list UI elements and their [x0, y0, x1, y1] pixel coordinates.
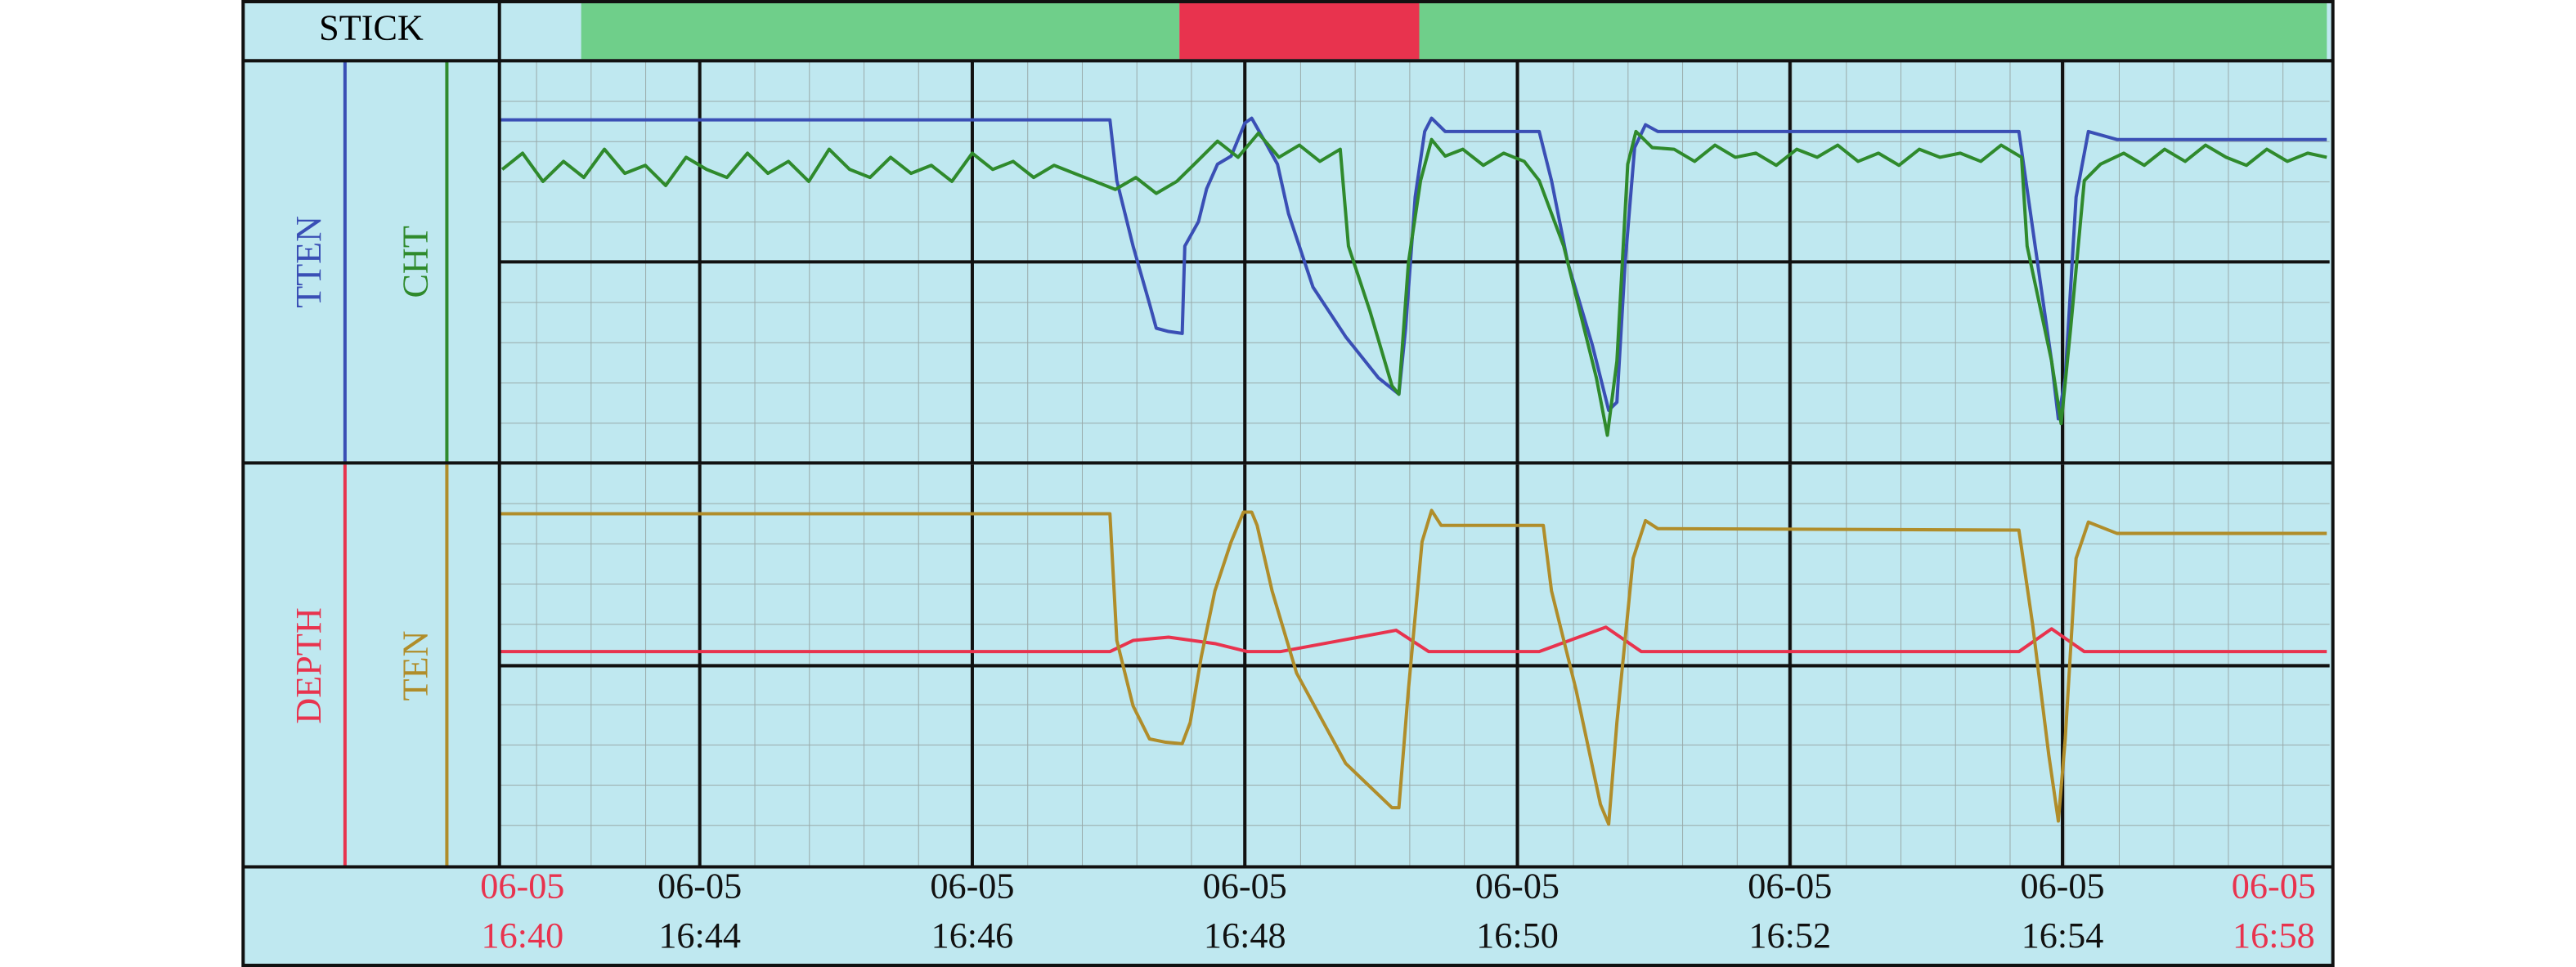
- x-tick-label: 06-05 16:48: [1203, 866, 1287, 956]
- series-line: [500, 129, 2327, 437]
- x-tick-label: 06-05 16:50: [1475, 866, 1560, 956]
- legend-label: CHT: [395, 226, 435, 298]
- x-tick-label: 06-05 16:52: [1748, 866, 1832, 956]
- series-line: [499, 116, 2327, 421]
- stick-segment: [1179, 3, 1420, 60]
- frame: [241, 0, 2335, 967]
- legend-label: TTEN: [289, 216, 329, 308]
- stick-segment: [1419, 3, 2327, 60]
- x-tick-label: 06-05 16:46: [930, 866, 1014, 956]
- legend-label: TEN: [395, 630, 435, 701]
- stick-segment: [581, 3, 1180, 60]
- x-tick-label: 06-05 16:54: [2020, 866, 2104, 956]
- start-label: 06-05 16:40: [480, 866, 564, 956]
- strip-title: STICK: [319, 7, 424, 47]
- x-tick-label: 06-05 16:44: [657, 866, 742, 956]
- series-line: [499, 508, 2327, 826]
- legend-label: DEPTH: [289, 607, 329, 723]
- end-label: 06-05 16:58: [2232, 866, 2316, 956]
